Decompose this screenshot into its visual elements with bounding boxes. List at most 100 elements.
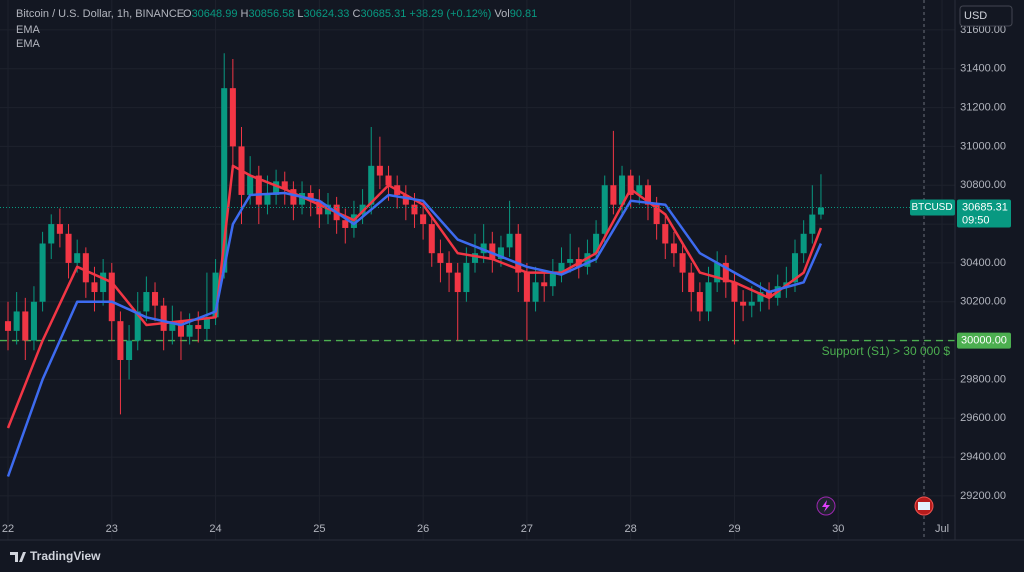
ema-line	[6, 164, 823, 429]
y-tick-label: 29400.00	[960, 451, 1006, 463]
candle-body	[203, 317, 210, 329]
volume-label: Vol	[494, 8, 509, 20]
candle-body	[515, 233, 522, 273]
x-tick-label: 27	[521, 523, 533, 535]
candle-body	[549, 272, 556, 287]
currency-button[interactable]	[959, 5, 1013, 27]
y-tick-label: 31600.00	[960, 24, 1006, 36]
candle-body	[74, 253, 81, 263]
candle-body	[169, 321, 176, 331]
candle-body	[368, 165, 375, 205]
candle-body	[523, 272, 530, 302]
candle-body	[809, 214, 816, 234]
candle-body	[39, 243, 46, 302]
event-icon-glyph	[822, 500, 830, 512]
support-badge-label: 30000.00	[961, 334, 1007, 346]
candle-body	[48, 224, 55, 244]
candle-body	[714, 262, 721, 283]
candle-body	[221, 88, 228, 273]
candle-body	[307, 193, 314, 201]
ohlc-value: 30685.31	[360, 8, 406, 20]
candle-body	[541, 282, 548, 287]
candle-body	[748, 301, 755, 306]
candle-body	[601, 185, 608, 234]
x-tick-label: 22	[2, 523, 14, 535]
candle-body	[791, 253, 799, 283]
candle-body	[376, 165, 383, 176]
candle-body	[636, 185, 643, 195]
x-tick-label: 26	[417, 523, 429, 535]
candle-body	[766, 292, 773, 298]
candle-body	[143, 292, 150, 312]
candle-body	[627, 175, 634, 195]
candle-body	[696, 292, 703, 312]
ohlc-value: 30856.58	[248, 8, 294, 20]
header: Bitcoin / U.S. Dollar, 1h, BINANCE O3064…	[16, 8, 537, 20]
axes: 29200.00 29400.00 29600.00 29800.00 30000.00…	[2, 24, 1011, 535]
candle-body	[65, 233, 72, 263]
candle-body	[731, 282, 738, 302]
price-badge	[957, 199, 1011, 228]
candle-body	[134, 311, 141, 341]
candle-body	[480, 243, 487, 254]
symbol-title: Bitcoin / U.S. Dollar, 1h, BINANCE	[16, 8, 184, 20]
candle-body	[454, 272, 461, 293]
candle-body	[800, 233, 807, 254]
footer	[0, 541, 1024, 572]
candle-body	[359, 204, 366, 215]
candle-body	[619, 175, 626, 205]
y-tick-label: 30200.00	[960, 296, 1006, 308]
x-tick-label: 29	[728, 523, 740, 535]
candle-body	[13, 311, 20, 331]
candle-body	[117, 321, 124, 360]
brand-logo	[10, 552, 26, 562]
ohlc-value: 30648.99	[192, 8, 238, 20]
candle-body	[662, 224, 669, 244]
y-tick-label: 29600.00	[960, 412, 1006, 424]
candle-body	[126, 340, 133, 360]
support-badge	[957, 332, 1011, 349]
symbol-badge	[910, 199, 955, 216]
volume-value: 90.81	[510, 8, 538, 20]
price-badge-label: 30685.31	[962, 201, 1008, 213]
x-tick-label: Jul	[935, 523, 949, 535]
candle-body	[299, 193, 306, 205]
brand-name: TradingView	[30, 549, 101, 563]
y-tick-label: 31200.00	[960, 101, 1006, 113]
x-tick-label: 28	[625, 523, 637, 535]
candle-body	[644, 185, 652, 205]
currency-label[interactable]: USD	[964, 10, 987, 22]
candle-body	[255, 175, 262, 205]
ema-line	[6, 191, 823, 477]
candle-body	[463, 262, 470, 293]
candle-body	[281, 181, 288, 190]
candle-body	[497, 247, 504, 260]
ohlc-values: O30648.99 H30856.58 L30624.33 C30685.31 …	[183, 8, 537, 20]
candle-body	[22, 311, 29, 341]
candle-body	[740, 301, 747, 306]
candle-body	[670, 243, 677, 254]
candle-body	[506, 233, 513, 248]
candle-body	[610, 185, 617, 205]
ohlc-label: C	[353, 8, 361, 20]
y-tick-label: 31400.00	[960, 63, 1006, 75]
candle-body	[489, 243, 496, 260]
candle-body	[567, 259, 574, 263]
candle-body	[290, 189, 297, 205]
y-tick-label: 30400.00	[960, 257, 1006, 269]
candle-body	[186, 325, 193, 337]
ohlc-label: H	[241, 8, 249, 20]
candle-body	[420, 214, 427, 225]
y-tick-label: 31000.00	[960, 140, 1006, 152]
candle-body	[160, 305, 167, 331]
candle-body	[532, 282, 539, 302]
candle-body	[151, 292, 159, 306]
candle-body	[705, 282, 712, 312]
change-value: +38.29 (+0.12%)	[409, 8, 491, 20]
flag-glyph	[918, 502, 930, 510]
candle-body	[446, 262, 453, 273]
x-tick-label: 23	[106, 523, 118, 535]
x-tick-label: 25	[313, 523, 325, 535]
